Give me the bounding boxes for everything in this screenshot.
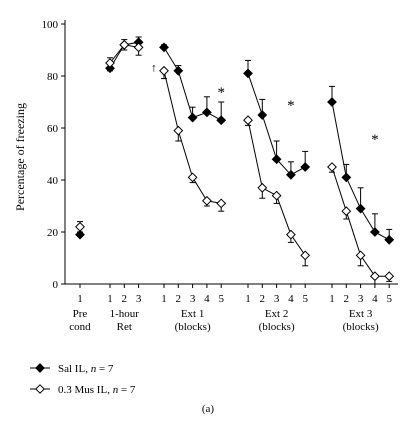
- significance-asterisk: *: [287, 98, 295, 114]
- x-group-label: cond: [69, 321, 91, 333]
- x-tick-label: 5: [386, 293, 392, 305]
- open-diamond-point: [285, 229, 296, 240]
- legend-open-diamond: [35, 384, 45, 394]
- x-group-label: (blocks): [175, 321, 211, 333]
- x-group-label: Ext 3: [349, 308, 373, 320]
- y-axis-title: Percentage of freezing: [13, 103, 27, 211]
- open-diamond-point: [159, 65, 169, 76]
- x-tick-label: 1: [107, 293, 113, 305]
- open-diamond-point: [300, 250, 311, 261]
- y-tick-label: 60: [47, 123, 59, 135]
- x-tick-label: 3: [190, 293, 196, 305]
- filled-diamond-point: [384, 234, 395, 245]
- filled-diamond-point: [271, 154, 282, 165]
- series-line: [163, 70, 222, 204]
- series-line: [247, 120, 306, 256]
- open-diamond-point: [119, 39, 130, 50]
- filled-diamond-point: [201, 107, 212, 118]
- filled-diamond-point: [243, 68, 253, 79]
- filled-diamond-point: [216, 115, 227, 126]
- legend: Sal IL, n = 7 0.3 Mus IL, n = 7: [30, 363, 136, 396]
- significance-asterisk: *: [217, 85, 225, 101]
- filled-diamond-point: [355, 203, 366, 214]
- y-tick-label: 40: [47, 175, 59, 187]
- series-2: [75, 39, 395, 285]
- open-diamond-point: [105, 58, 115, 68]
- chart-marks: * * * ↑: [75, 36, 395, 285]
- x-group-label: Ret: [117, 321, 132, 333]
- x-tick-label: 1: [245, 293, 251, 305]
- x-group-label: Pre: [73, 308, 88, 320]
- open-diamond-point: [355, 250, 366, 261]
- x-tick-label: 3: [136, 293, 142, 305]
- x-tick-label: 2: [260, 293, 266, 305]
- open-diamond-point: [216, 198, 227, 209]
- x-tick-label: 5: [302, 293, 308, 305]
- filled-diamond-point: [327, 97, 337, 107]
- x-tick-label: 2: [176, 293, 182, 305]
- x-tick-label: 4: [372, 293, 378, 305]
- open-diamond-point: [201, 195, 212, 206]
- open-diamond-point: [384, 271, 395, 282]
- filled-diamond-point: [257, 110, 268, 120]
- filled-diamond-point: [187, 112, 198, 123]
- x-group-label: (blocks): [343, 321, 379, 333]
- x-group-label: (blocks): [259, 321, 295, 333]
- y-tick-label: 80: [47, 71, 59, 83]
- x-group-label: 1-hour: [110, 308, 140, 320]
- x-group-label: Ext 1: [181, 308, 205, 320]
- open-diamond-point: [75, 221, 85, 232]
- legend-label: Sal IL, n = 7: [58, 363, 114, 375]
- arrow-annotation: ↑: [151, 61, 157, 75]
- x-tick-label: 3: [358, 293, 364, 305]
- legend-label: 0.3 Mus IL, n = 7: [58, 384, 136, 396]
- filled-diamond-point: [173, 65, 184, 76]
- open-diamond-point: [327, 162, 337, 172]
- x-tick-label: 2: [344, 293, 350, 305]
- series-1: [75, 36, 395, 245]
- x-tick-label: 4: [288, 293, 294, 305]
- filled-diamond-point: [285, 169, 296, 180]
- open-diamond-point: [243, 115, 253, 126]
- significance-asterisk: *: [371, 132, 379, 148]
- y-tick-label: 100: [42, 19, 59, 31]
- legend-item: Sal IL, n = 7: [30, 363, 114, 375]
- filled-diamond-point: [159, 42, 169, 53]
- open-diamond-point: [257, 182, 268, 193]
- x-tick-label: 5: [218, 293, 224, 305]
- x-tick-label: 1: [161, 293, 167, 305]
- open-diamond-point: [187, 172, 198, 183]
- open-diamond-point: [133, 42, 144, 53]
- x-tick-label: 4: [204, 293, 210, 305]
- x-tick-label: 1: [329, 293, 335, 305]
- x-group-label: Ext 2: [265, 308, 289, 320]
- filled-diamond-point: [300, 162, 311, 172]
- open-diamond-point: [271, 190, 282, 201]
- legend-filled-diamond: [35, 363, 45, 373]
- x-tick-label: 1: [77, 293, 83, 305]
- x-tick-label: 2: [122, 293, 128, 305]
- open-diamond-point: [173, 125, 184, 136]
- open-diamond-point: [341, 206, 352, 217]
- open-diamond-point: [369, 271, 380, 282]
- panel-label: (a): [202, 403, 215, 415]
- x-tick-label: 3: [274, 293, 280, 305]
- y-tick-label: 20: [47, 227, 59, 239]
- series-line: [331, 101, 390, 241]
- legend-item: 0.3 Mus IL, n = 7: [30, 384, 136, 396]
- filled-diamond-point: [341, 172, 352, 183]
- y-tick-label: 0: [53, 279, 59, 291]
- filled-diamond-point: [369, 227, 380, 237]
